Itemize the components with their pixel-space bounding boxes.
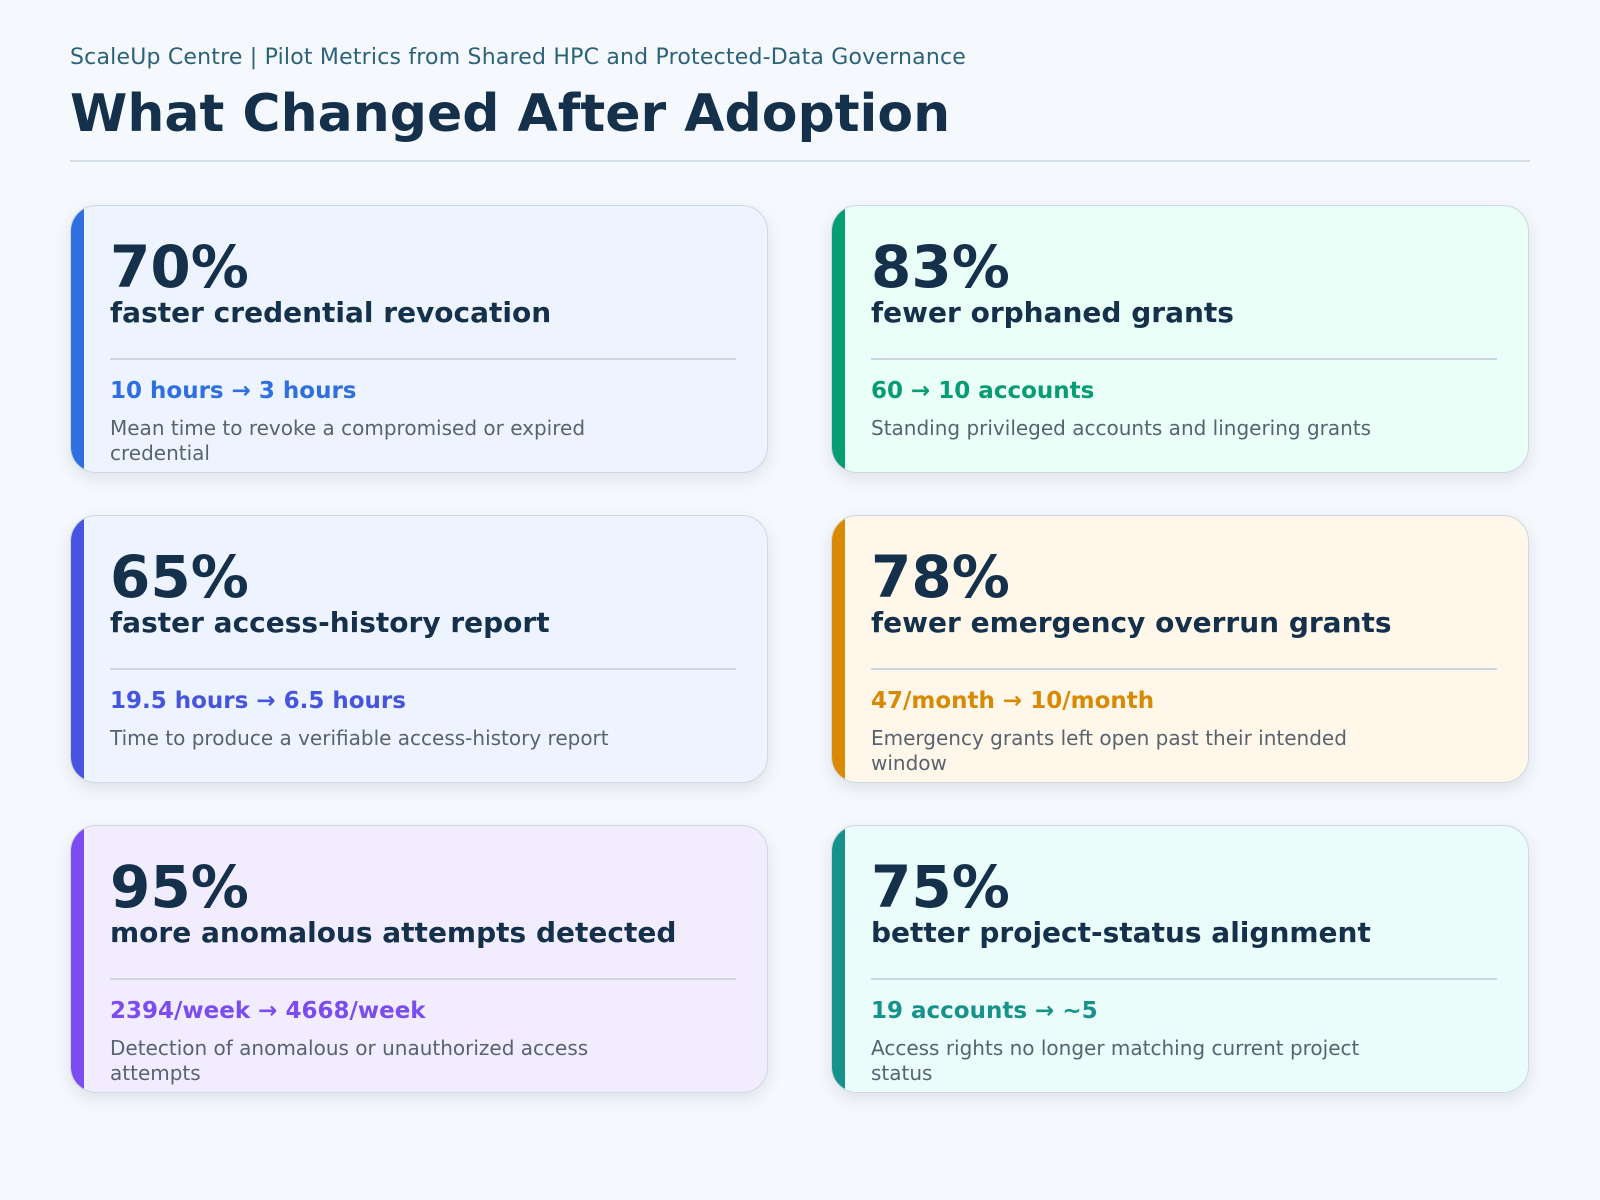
metric-card-orphaned-grants: 83% fewer orphaned grants 60 → 10 accoun… — [831, 205, 1529, 473]
metric-card-emergency-overrun-grants: 78% fewer emergency overrun grants 47/mo… — [831, 515, 1529, 783]
metric-label: faster credential revocation — [110, 296, 552, 329]
page-title: What Changed After Adoption — [70, 84, 951, 144]
metric-description: Detection of anomalous or unauthorized a… — [110, 1036, 589, 1085]
metric-card-project-status-alignment: 75% better project-status alignment 19 a… — [831, 825, 1529, 1093]
card-accent-bar — [71, 206, 84, 472]
metric-percent: 78% — [871, 543, 1010, 611]
metric-label: fewer emergency overrun grants — [871, 606, 1392, 639]
metric-percent: 65% — [110, 543, 249, 611]
metric-change: 19.5 hours → 6.5 hours — [110, 688, 406, 714]
card-divider — [110, 358, 736, 360]
metric-label: faster access-history report — [110, 606, 550, 639]
metric-description: Access rights no longer matching current… — [871, 1036, 1360, 1085]
metric-label: more anomalous attempts detected — [110, 916, 677, 949]
card-divider — [871, 358, 1497, 360]
metric-description: Emergency grants left open past their in… — [871, 726, 1347, 775]
metric-change: 60 → 10 accounts — [871, 378, 1095, 404]
metric-change: 2394/week → 4668/week — [110, 998, 426, 1024]
metric-percent: 83% — [871, 233, 1010, 301]
metric-card-access-history-report: 65% faster access-history report 19.5 ho… — [70, 515, 768, 783]
metric-description: Mean time to revoke a compromised or exp… — [110, 416, 586, 465]
card-accent-bar — [832, 206, 845, 472]
header-divider — [70, 160, 1530, 162]
card-accent-bar — [832, 516, 845, 782]
metric-change: 10 hours → 3 hours — [110, 378, 357, 404]
metric-percent: 70% — [110, 233, 249, 301]
card-divider — [871, 978, 1497, 980]
metric-change: 47/month → 10/month — [871, 688, 1155, 714]
card-accent-bar — [71, 826, 84, 1092]
metric-description: Time to produce a verifiable access-hist… — [110, 726, 609, 750]
page-subtitle: ScaleUp Centre | Pilot Metrics from Shar… — [70, 45, 966, 70]
metric-label: better project-status alignment — [871, 916, 1371, 949]
metric-card-credential-revocation: 70% faster credential revocation 10 hour… — [70, 205, 768, 473]
card-divider — [110, 668, 736, 670]
metric-description: Standing privileged accounts and lingeri… — [871, 416, 1372, 440]
card-accent-bar — [71, 516, 84, 782]
metric-label: fewer orphaned grants — [871, 296, 1234, 329]
card-divider — [871, 668, 1497, 670]
metric-card-anomalous-attempts: 95% more anomalous attempts detected 239… — [70, 825, 768, 1093]
card-divider — [110, 978, 736, 980]
card-accent-bar — [832, 826, 845, 1092]
metric-percent: 75% — [871, 853, 1010, 921]
metric-percent: 95% — [110, 853, 249, 921]
metric-change: 19 accounts → ~5 — [871, 998, 1098, 1024]
